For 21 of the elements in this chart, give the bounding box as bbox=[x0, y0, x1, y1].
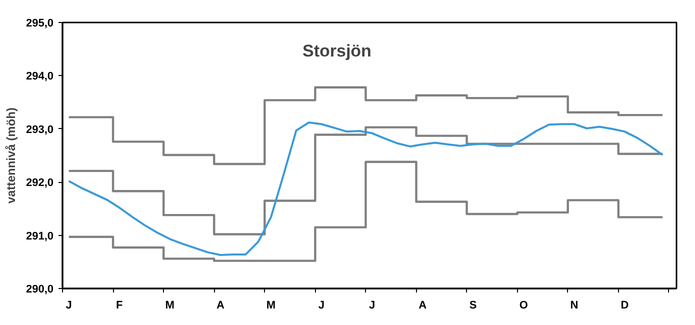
y-tick-label: 295,0 bbox=[26, 18, 54, 30]
x-tick-label: J bbox=[318, 300, 325, 312]
x-tick-label: M bbox=[266, 300, 276, 312]
x-tick-label: F bbox=[116, 300, 123, 312]
x-tick-label: J bbox=[66, 300, 72, 312]
x-tick-label: S bbox=[469, 300, 477, 312]
y-tick-label: 294,0 bbox=[26, 70, 54, 83]
x-tick-label: N bbox=[570, 300, 578, 312]
line-series bbox=[68, 122, 664, 256]
y-axis-title: vattennivå (möh) bbox=[4, 107, 18, 204]
y-tick-label: 292,0 bbox=[26, 177, 54, 190]
y-tick-label: 293,0 bbox=[26, 124, 54, 136]
x-tick-label: A bbox=[418, 300, 427, 312]
y-tick-label: 291,0 bbox=[26, 230, 54, 242]
x-tick-label: O bbox=[519, 300, 528, 312]
x-tick-label: A bbox=[216, 300, 224, 312]
x-tick-label: M bbox=[165, 300, 174, 312]
text: Storsjön bbox=[302, 42, 372, 60]
x-tick-label: D bbox=[620, 300, 629, 312]
y-tick-label: 290,0 bbox=[26, 284, 54, 296]
x-tick-label: J bbox=[368, 300, 376, 312]
